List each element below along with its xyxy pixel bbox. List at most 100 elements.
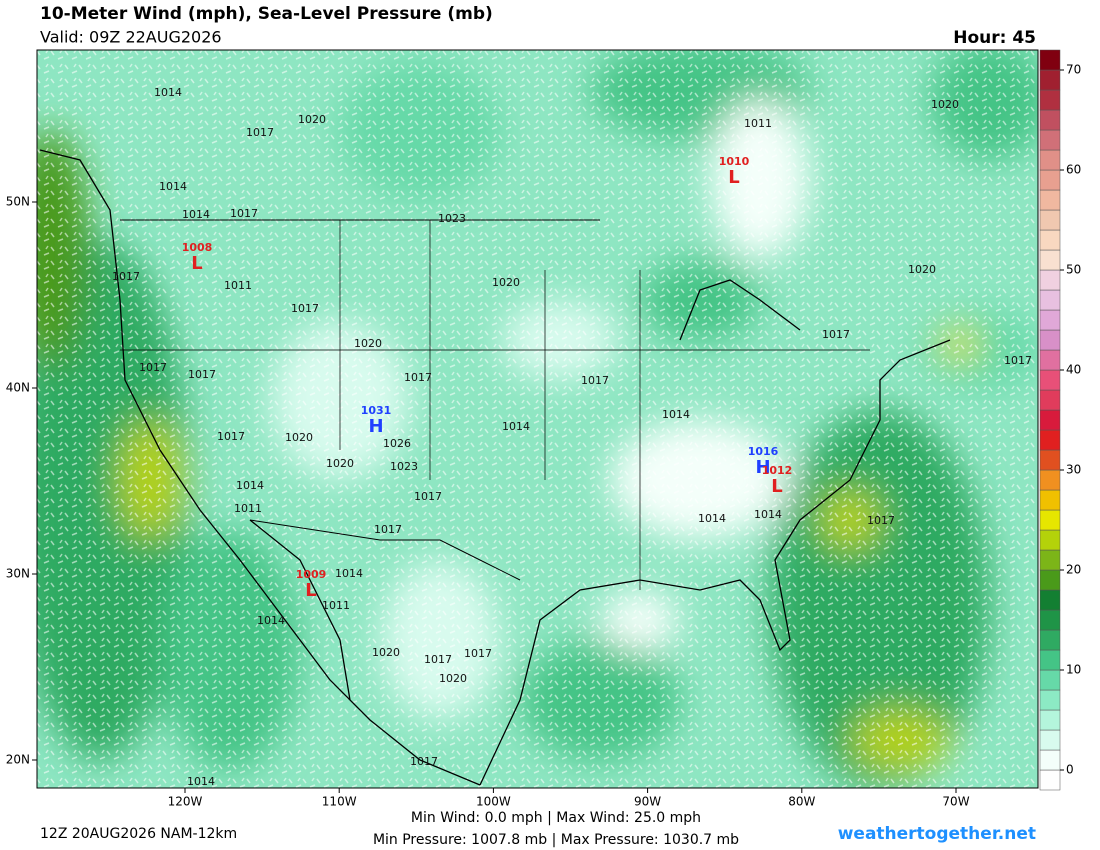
isobar-label: 1011 xyxy=(744,117,772,130)
center-value: 1008 xyxy=(182,241,213,254)
isobar-labels: 1014 1020 1017 1011 1020 1014 1014 1017 1023 1020… xyxy=(112,86,1032,788)
valid-time: Valid: 09Z 22AUG2026 xyxy=(40,28,222,47)
coastlines xyxy=(39,149,951,786)
colorbar-bin xyxy=(1039,309,1061,331)
isobar-label: 1017 xyxy=(291,302,319,315)
lat-label: 30N xyxy=(6,567,30,581)
lon-label: 90W xyxy=(634,795,661,809)
lon-label: 120W xyxy=(168,795,203,809)
colorbar-bin xyxy=(1039,629,1061,651)
center-symbol: L xyxy=(191,253,202,274)
colorbar-bin xyxy=(1039,249,1061,271)
colorbar-bin xyxy=(1039,689,1061,711)
colorbar-label: 30 xyxy=(1066,463,1081,477)
colorbar-bin xyxy=(1039,429,1061,451)
isobar-label: 1014 xyxy=(182,208,210,221)
colorbar-label: 0 xyxy=(1066,763,1074,777)
colorbar-bin xyxy=(1039,769,1061,791)
isobar-label: 1017 xyxy=(464,647,492,660)
isobar-label: 1017 xyxy=(424,653,452,666)
colorbar-bin xyxy=(1039,549,1061,571)
colorbar-bin xyxy=(1039,589,1061,611)
colorbar-bin xyxy=(1039,109,1061,131)
center-value: 1012 xyxy=(762,464,793,477)
colorbar-bin xyxy=(1039,529,1061,551)
isobar-label: 1014 xyxy=(257,614,285,627)
isobar-label: 1017 xyxy=(112,270,140,283)
lon-label: 110W xyxy=(322,795,357,809)
colorbar-bin xyxy=(1039,649,1061,671)
center-symbol: L xyxy=(728,167,739,188)
isobar-label: 1017 xyxy=(822,328,850,341)
isobar-label: 1014 xyxy=(698,512,726,525)
colorbar-bin xyxy=(1039,269,1061,291)
isobar-label: 1014 xyxy=(335,567,363,580)
center-value: 1031 xyxy=(361,404,392,417)
isobar-label: 1020 xyxy=(908,263,936,276)
colorbar-label: 20 xyxy=(1066,563,1081,577)
colorbar-bin xyxy=(1039,569,1061,591)
isobar-label: 1017 xyxy=(581,374,609,387)
colorbar-label: 70 xyxy=(1066,63,1081,77)
isobar-label: 1017 xyxy=(188,368,216,381)
colorbar-bin xyxy=(1039,49,1061,71)
isobar-label: 1020 xyxy=(285,431,313,444)
isobar-label: 1020 xyxy=(354,337,382,350)
isobar-label: 1011 xyxy=(224,279,252,292)
colorbar-label: 40 xyxy=(1066,363,1081,377)
isobar-label: 1017 xyxy=(374,523,402,536)
colorbar-bin xyxy=(1039,709,1061,731)
model-run: 12Z 20AUG2026 NAM-12km xyxy=(40,826,237,842)
colorbar-bin xyxy=(1039,489,1061,511)
isobar-label: 1020 xyxy=(298,113,326,126)
center-symbol: H xyxy=(368,416,383,437)
colorbar-bin xyxy=(1039,349,1061,371)
isobar-label: 1017 xyxy=(230,207,258,220)
isobar-label: 1017 xyxy=(1004,354,1032,367)
center-value: 1009 xyxy=(296,568,327,581)
isobar-label: 1014 xyxy=(662,408,690,421)
isobar-label: 1014 xyxy=(502,420,530,433)
isobar-label: 1014 xyxy=(754,508,782,521)
axes: 120W 110W 100W 90W 80W 70W 50N 40N 30N 20N xyxy=(6,195,970,809)
isobar-label: 1023 xyxy=(390,460,418,473)
isobar-label: 1020 xyxy=(326,457,354,470)
isobar-label: 1017 xyxy=(139,361,167,374)
lat-label: 50N xyxy=(6,195,30,209)
isobar-label: 1014 xyxy=(236,479,264,492)
isobar-label: 1020 xyxy=(931,98,959,111)
isobar-label: 1020 xyxy=(492,276,520,289)
colorbar-bin xyxy=(1039,209,1061,231)
map-frame xyxy=(36,49,1039,789)
center-symbol: L xyxy=(305,580,316,601)
colorbar-bin xyxy=(1039,509,1061,531)
colorbar: 0 10 20 30 40 50 60 70 xyxy=(1039,49,1081,791)
colorbar-label: 50 xyxy=(1066,263,1081,277)
colorbar-bin xyxy=(1039,189,1061,211)
colorbar-bin xyxy=(1039,289,1061,311)
map: 1014 1020 1017 1011 1020 1014 1014 1017 1023 1020… xyxy=(37,50,1038,788)
center-value: 1016 xyxy=(748,445,779,458)
colorbar-bin xyxy=(1039,69,1061,91)
colorbar-bin xyxy=(1039,89,1061,111)
colorbar-bin xyxy=(1039,169,1061,191)
isobar-label: 1017 xyxy=(410,755,438,768)
pressure-range: Min Pressure: 1007.8 mb | Max Pressure: … xyxy=(373,832,739,848)
site: weathertogether.net xyxy=(838,824,1036,844)
colorbar-bin xyxy=(1039,129,1061,151)
colorbar-bin xyxy=(1039,409,1061,431)
isobar-label: 1020 xyxy=(439,672,467,685)
wind-range: Min Wind: 0.0 mph | Max Wind: 25.0 mph xyxy=(411,810,701,826)
colorbar-label: 10 xyxy=(1066,663,1081,677)
colorbar-bin xyxy=(1039,449,1061,471)
colorbar-bin xyxy=(1039,469,1061,491)
forecast-hour: Hour: 45 xyxy=(953,28,1036,48)
lat-label: 20N xyxy=(6,753,30,767)
isobar-label: 1014 xyxy=(154,86,182,99)
isobar-label: 1017 xyxy=(217,430,245,443)
colorbar-bin xyxy=(1039,609,1061,631)
isobar-label: 1014 xyxy=(187,775,215,788)
isobar-label: 1017 xyxy=(246,126,274,139)
